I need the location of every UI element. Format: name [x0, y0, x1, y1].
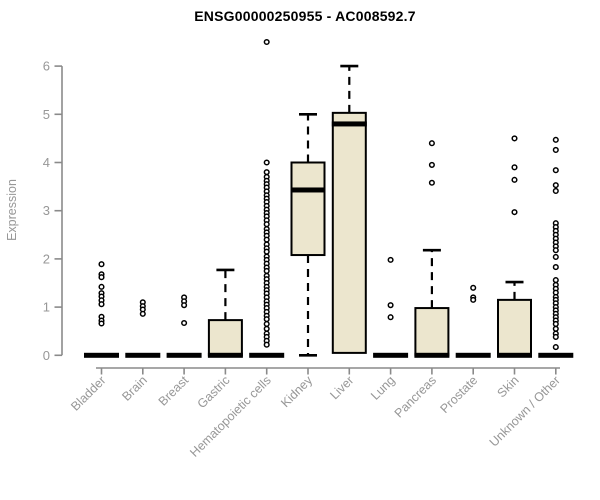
x-tick-label: Skin [495, 373, 522, 400]
outlier-hematopoietic-cells [263, 248, 270, 255]
outlier-unknown-other [552, 253, 559, 261]
outlier-lung [387, 256, 394, 263]
x-tick-label: Bladder [68, 373, 108, 413]
x-tick-label: Prostate [437, 373, 480, 416]
x-tick-label: Liver [327, 373, 356, 402]
outlier-hematopoietic-cells [263, 320, 270, 328]
outlier-hematopoietic-cells [263, 236, 270, 243]
outlier-bladder [98, 320, 105, 327]
outlier-unknown-other [552, 333, 559, 341]
box-liver [331, 111, 367, 354]
x-tick-label: Pancreas [392, 373, 439, 420]
outlier-pancreas [428, 179, 435, 186]
median-kidney [290, 187, 326, 193]
outlier-bladder [98, 301, 105, 308]
outlier-skin [511, 135, 518, 142]
outlier-prostate [470, 284, 477, 291]
outlier-unknown-other [552, 146, 559, 154]
outlier-unknown-other [552, 320, 559, 328]
outlier-lung [387, 314, 394, 321]
median-pancreas [414, 352, 450, 358]
outlier-hematopoietic-cells [263, 221, 270, 228]
box-kidney [290, 161, 326, 257]
outlier-skin [511, 176, 518, 183]
x-tick-label: Unknown / Other [487, 373, 563, 449]
median-hematopoietic-cells [249, 352, 285, 358]
outlier-brain [139, 310, 146, 317]
median-bladder [84, 352, 119, 358]
outlier-hematopoietic-cells [263, 316, 270, 323]
outlier-prostate [470, 296, 477, 303]
y-tick-label: 0 [43, 348, 50, 363]
y-tick-label: 2 [43, 251, 50, 266]
outlier-unknown-other [552, 167, 559, 174]
outlier-hematopoietic-cells [263, 325, 270, 332]
y-tick-label: 6 [43, 59, 50, 74]
chart-title: ENSG00000250955 - AC008592.7 [194, 8, 416, 24]
outlier-lung [387, 302, 394, 309]
y-tick-label: 1 [43, 300, 50, 315]
median-liver [331, 121, 367, 127]
median-brain [125, 352, 161, 358]
outlier-hematopoietic-cells [263, 38, 270, 46]
outlier-bladder [98, 274, 105, 281]
outlier-pancreas [428, 161, 435, 168]
outlier-bladder [98, 283, 105, 290]
outlier-hematopoietic-cells [263, 169, 270, 176]
outlier-breast [181, 319, 188, 327]
median-lung [373, 352, 409, 358]
median-unknown-other [538, 352, 574, 358]
x-tick-label: Gastric [195, 373, 233, 411]
box-gastric [207, 319, 243, 357]
outlier-unknown-other [552, 247, 559, 254]
median-gastric [207, 352, 243, 358]
outlier-bladder [98, 261, 105, 268]
outlier-breast [181, 302, 188, 309]
outlier-hematopoietic-cells [263, 159, 270, 166]
x-tick-label: Breast [156, 373, 192, 409]
median-prostate [455, 352, 491, 358]
median-breast [166, 352, 202, 358]
x-tick-label: Lung [368, 373, 398, 403]
outlier-unknown-other [552, 277, 559, 284]
y-tick-label: 4 [43, 155, 50, 170]
outlier-unknown-other [552, 182, 559, 189]
outlier-unknown-other [552, 264, 559, 271]
outlier-unknown-other [552, 136, 559, 143]
outlier-pancreas [428, 140, 435, 147]
outlier-skin [511, 164, 518, 171]
x-tick-label: Brain [119, 373, 150, 404]
outlier-hematopoietic-cells [263, 341, 270, 348]
y-tick-label: 3 [43, 203, 50, 218]
outlier-hematopoietic-cells [263, 267, 270, 275]
box-pancreas [414, 307, 450, 357]
outlier-skin [511, 209, 518, 216]
y-tick-label: 5 [43, 107, 50, 122]
median-skin [497, 352, 532, 358]
x-tick-label: Hematopoietic cells [187, 373, 274, 460]
y-axis-title: Expression [5, 179, 19, 241]
outlier-unknown-other [552, 325, 559, 332]
outlier-unknown-other [552, 344, 559, 351]
x-tick-label: Kidney [278, 373, 315, 410]
box-skin [497, 298, 532, 357]
outlier-unknown-other [552, 187, 559, 194]
